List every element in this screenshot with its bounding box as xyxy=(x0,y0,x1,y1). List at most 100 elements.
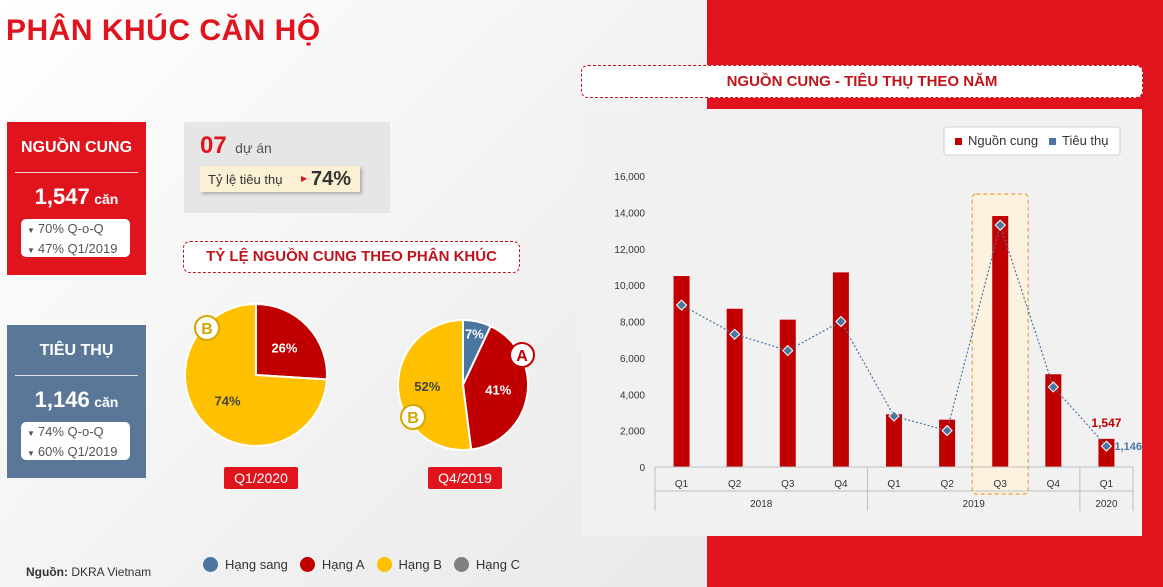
year-group-label: 2020 xyxy=(1095,499,1118,510)
x-tick-label: Q1 xyxy=(675,479,689,490)
supply-bar xyxy=(673,276,690,467)
pie-slice-label: 74% xyxy=(215,394,241,409)
change-item: ▼ 47% Q1/2019 xyxy=(21,240,130,260)
y-tick-label: 8,000 xyxy=(620,318,645,329)
absorption-point xyxy=(835,315,847,328)
chart-legend: Nguồn cung Tiêu thụ xyxy=(943,126,1121,156)
supply-bar xyxy=(726,308,743,467)
change-text: 74% Q-o-Q xyxy=(37,424,104,439)
legend-label: Nguồn cung xyxy=(968,133,1038,148)
absorption-heading: TIÊU THỤ xyxy=(39,342,114,359)
supply-data-label: 1,547 xyxy=(1091,416,1121,430)
projects-count: 07 xyxy=(200,132,227,159)
segment-badge-label: B xyxy=(407,410,419,427)
legend-label: Hạng A xyxy=(321,557,365,572)
segment-badge xyxy=(194,315,220,341)
change-item: ▼ 60% Q1/2019 xyxy=(21,443,130,463)
x-tick-label: Q3 xyxy=(781,479,795,490)
supply-bar xyxy=(992,216,1009,467)
supply-box: NGUỒN CUNG 1,547 căn ▼ 70% Q-o-Q ▼ 47% Q1/… xyxy=(7,122,146,275)
segment-badge-label: B xyxy=(201,321,213,338)
change-text: 70% Q-o-Q xyxy=(37,221,104,236)
triangle-down-icon: ▼ xyxy=(27,429,35,438)
legend-label: Hạng sang xyxy=(225,557,288,572)
absorption-point xyxy=(728,328,741,340)
x-tick-label: Q4 xyxy=(1047,479,1061,490)
legend-box xyxy=(943,126,1121,156)
y-tick-label: 4,000 xyxy=(620,390,645,401)
chart-title: NGUỒN CUNG - TIÊU THỤ THEO NĂM xyxy=(581,65,1143,98)
segment-badge xyxy=(400,404,426,430)
bar-line-chart: 0 2,000 4,000 6,000 8,000 10,000 12,000 14,000 1… xyxy=(614,126,1142,511)
year-group-label: 2018 xyxy=(750,499,773,510)
absorption-box: TIÊU THỤ 1,146 căn ▼ 74% Q-o-Q ▼ 60% Q1/20… xyxy=(7,325,146,478)
legend-swatch xyxy=(376,557,392,572)
absorption-point xyxy=(994,219,1006,231)
y-tick-label: 16,000 xyxy=(614,172,645,183)
pie-slice-label: 7% xyxy=(465,326,484,341)
legend-swatch xyxy=(453,557,469,572)
supply-bar xyxy=(1045,374,1062,467)
x-tick-label: Q4 xyxy=(834,479,848,490)
projects-count-unit: dự án xyxy=(235,140,272,156)
x-tick-label: Q1 xyxy=(887,479,901,490)
segment-badge-label: A xyxy=(516,348,528,365)
x-tick-label: Q1 xyxy=(1100,479,1114,490)
absorption-point xyxy=(941,424,953,437)
y-tick-label: 6,000 xyxy=(620,354,645,365)
absorption-data-label: 1,146 xyxy=(1114,441,1142,453)
change-text: 60% Q1/2019 xyxy=(37,444,118,459)
supply-bar xyxy=(779,319,796,467)
divider xyxy=(15,375,138,376)
source-label: Nguồn: xyxy=(26,565,68,579)
change-item: ▼ 74% Q-o-Q xyxy=(21,422,130,443)
source-note: Nguồn: DKRA Vietnam xyxy=(26,565,151,579)
supply-heading: NGUỒN CUNG xyxy=(20,139,133,156)
projects-box: 07 dự án Tỷ lệ tiêu thụ ▶ 74% xyxy=(184,122,390,213)
page-title: PHÂN KHÚC CĂN HỘ xyxy=(6,14,321,47)
pie-period-label: Q4/2019 xyxy=(428,467,502,489)
y-tick-label: 14,000 xyxy=(614,208,645,219)
absorption-rate-chip: Tỷ lệ tiêu thụ ▶ 74% xyxy=(200,166,360,192)
absorption-point xyxy=(888,410,900,422)
absorption-value-row: 1,146 căn xyxy=(7,387,146,413)
y-tick-label: 2,000 xyxy=(620,427,645,438)
projects-count-row: 07 dự án xyxy=(200,132,272,160)
supply-value: 1,547 xyxy=(34,184,90,209)
segment-legend: Hạng sang Hạng A Hạng B Hạng C xyxy=(203,557,520,572)
supply-bar xyxy=(886,414,902,467)
legend-swatch xyxy=(203,557,218,572)
rate-label: Tỷ lệ tiêu thụ xyxy=(208,172,283,187)
legend-label: Hạng B xyxy=(398,557,442,572)
absorption-point xyxy=(1047,381,1060,393)
play-icon: ▶ xyxy=(301,174,308,183)
triangle-down-icon: ▼ xyxy=(27,449,35,458)
chart-panel: 0 2,000 4,000 6,000 8,000 10,000 12,000 14,000 1… xyxy=(582,109,1142,536)
triangle-down-icon: ▼ xyxy=(27,246,35,255)
x-tick-label: Q2 xyxy=(940,479,954,490)
x-tick-label: Q3 xyxy=(994,479,1008,490)
pie-period-label: Q1/2020 xyxy=(224,467,298,489)
legend-label: Hạng C xyxy=(475,557,520,572)
supply-change-chip: ▼ 70% Q-o-Q ▼ 47% Q1/2019 xyxy=(21,219,130,257)
absorption-unit: căn xyxy=(94,394,119,410)
pie-slice xyxy=(255,302,328,381)
absorption-point xyxy=(1100,440,1113,452)
pie-slice-label: 26% xyxy=(271,340,297,355)
year-group-label: 2019 xyxy=(963,499,986,510)
change-item: ▼ 70% Q-o-Q xyxy=(21,219,130,240)
supply-value-row: 1,547 căn xyxy=(7,184,146,210)
pie-section-title: TỶ LỆ NGUỒN CUNG THEO PHÂN KHÚC xyxy=(183,241,520,273)
y-tick-label: 12,000 xyxy=(614,245,645,256)
legend-label: Tiêu thụ xyxy=(1062,133,1109,148)
y-tick-label: 0 xyxy=(639,463,645,474)
x-tick-label: Q2 xyxy=(728,479,742,490)
rate-value: 74% xyxy=(311,168,352,190)
supply-unit: căn xyxy=(94,191,119,207)
pie-charts: 26% 74% B 7% 41% 52% A B xyxy=(184,302,535,451)
absorption-point xyxy=(782,344,794,357)
absorption-change-chip: ▼ 74% Q-o-Q ▼ 60% Q1/2019 xyxy=(21,422,130,460)
segment-badge xyxy=(509,342,535,368)
legend-swatch xyxy=(299,557,315,572)
divider xyxy=(15,172,138,173)
